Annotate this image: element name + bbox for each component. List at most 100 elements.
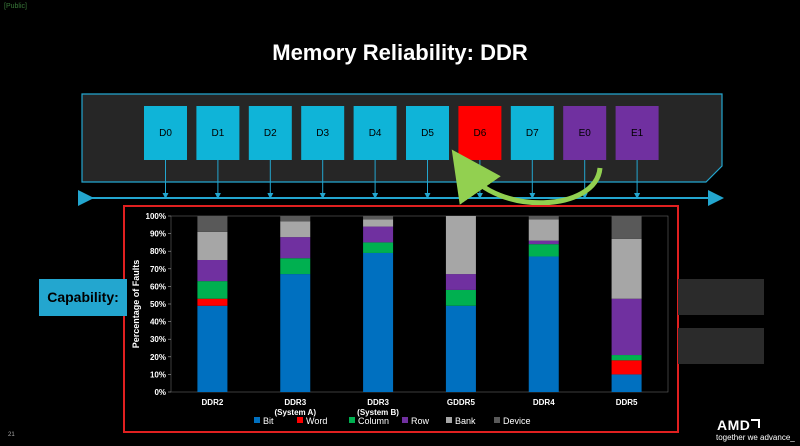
bar-segment-row <box>445 274 476 290</box>
chip-body <box>615 106 659 160</box>
chip-e1: E1 <box>615 106 659 199</box>
error-correction-arrow <box>451 149 603 206</box>
y-tick-label: 90% <box>150 230 166 239</box>
amd-logo: AMD <box>717 417 761 433</box>
bar-segment-bit <box>445 305 476 392</box>
bar-segment-device <box>611 216 642 239</box>
x-category-label: DDR2 <box>202 398 224 407</box>
chip-label: E1 <box>631 128 644 139</box>
chip-body <box>353 106 397 160</box>
chip-label: D0 <box>159 128 172 139</box>
x-category-label: DDR3 <box>284 398 306 407</box>
y-tick-label: 60% <box>150 282 166 291</box>
chip-label: D4 <box>369 128 382 139</box>
y-tick-label: 0% <box>154 388 166 397</box>
chip-d4: D4 <box>353 106 397 199</box>
bar-segment-bank <box>611 238 642 299</box>
chip-d3: D3 <box>301 106 345 199</box>
bar-segment-device <box>197 216 228 232</box>
chip-label: D6 <box>474 128 487 139</box>
chip-d0: D0 <box>144 106 187 199</box>
bar-segment-column <box>280 258 311 275</box>
bar-segment-row <box>363 226 394 243</box>
amd-arrow-icon <box>751 419 761 428</box>
legend-label: Device <box>503 416 531 426</box>
legend-item-bit: Bit <box>254 416 274 426</box>
legend-item-word: Word <box>297 416 327 426</box>
x-category-sublabel: (System B) <box>357 408 399 417</box>
chip-label: D2 <box>264 128 277 139</box>
legend-item-column: Column <box>349 416 389 426</box>
stacked-bars <box>197 216 642 392</box>
legend-swatch <box>297 417 303 423</box>
y-tick-label: 70% <box>150 265 166 274</box>
y-axis-label: Percentage of Faults <box>131 260 141 349</box>
legend-swatch <box>494 417 500 423</box>
bar-segment-device <box>280 216 311 222</box>
x-category-sublabel: (System A) <box>275 408 317 417</box>
y-tick-label: 20% <box>150 353 166 362</box>
legend-item-row: Row <box>402 416 430 426</box>
y-tick-label: 100% <box>146 212 166 221</box>
chip-body <box>301 106 345 160</box>
legend-label: Bank <box>455 416 476 426</box>
chip-d2: D2 <box>248 106 292 199</box>
chip-body <box>248 106 292 160</box>
amd-tagline: together we advance_ <box>716 433 795 442</box>
bar-segment-column <box>528 244 559 257</box>
legend-swatch <box>349 417 355 423</box>
x-category-label: GDDR5 <box>447 398 476 407</box>
bar-segment-bank <box>197 231 228 260</box>
chip-d1: D1 <box>196 106 240 199</box>
legend-item-device: Device <box>494 416 531 426</box>
y-tick-label: 10% <box>150 370 166 379</box>
side-panel-bottom <box>678 328 764 364</box>
legend-label: Word <box>306 416 327 426</box>
chip-body <box>563 106 607 160</box>
chip-d5: D5 <box>406 106 449 199</box>
classification-tag: [Public] <box>4 3 27 10</box>
bar-segment-bit <box>197 305 228 392</box>
slide-title: Memory Reliability: DDR <box>272 40 528 65</box>
chart-legend: Bit Word Column Row Bank Device <box>254 416 531 426</box>
legend-label: Column <box>358 416 389 426</box>
legend-swatch <box>254 417 260 423</box>
bar-segment-column <box>363 242 394 253</box>
y-tick-label: 40% <box>150 318 166 327</box>
bar-segment-bank <box>363 219 394 227</box>
side-panel-top <box>678 279 764 315</box>
bar-segment-bank <box>528 219 559 241</box>
bar-segment-bank <box>280 221 311 238</box>
bar-segment-column <box>611 355 642 361</box>
chip-body <box>196 106 240 160</box>
bar-segment-word <box>611 360 642 375</box>
bar-segment-bank <box>445 216 476 275</box>
chip-body <box>510 106 554 160</box>
bar-segment-row <box>528 240 559 245</box>
legend-label: Bit <box>263 416 274 426</box>
bar-segment-bit <box>363 252 394 392</box>
bar-segment-bit <box>528 256 559 392</box>
chip-label: D7 <box>526 128 539 139</box>
bar-segment-row <box>197 260 228 282</box>
bar-segment-column <box>445 289 476 306</box>
chip-label: D3 <box>316 128 329 139</box>
legend-swatch <box>446 417 452 423</box>
bar-segment-bit <box>280 274 311 392</box>
y-axis-ticks: 0% 10% 20% 30% 40% 50% 60% 70% 80% 90% 100% <box>146 212 171 397</box>
bar-segment-device <box>363 216 394 220</box>
chip-body <box>406 106 449 160</box>
dimm-module-outline <box>81 93 723 183</box>
bar-segment-bit <box>611 374 642 392</box>
bar-segment-column <box>197 281 228 299</box>
bar-segment-row <box>280 237 311 259</box>
memory-chips: D0 D1 D2 D3 D4 D5 D6 D7 E0 E1 <box>144 106 659 199</box>
x-category-label: DDR5 <box>616 398 638 407</box>
slide-number: 21 <box>8 432 15 438</box>
x-category-label: DDR4 <box>533 398 555 407</box>
legend-label: Row <box>411 416 430 426</box>
legend-swatch <box>402 417 408 423</box>
y-tick-label: 80% <box>150 247 166 256</box>
capability-label: Capability: <box>39 279 127 316</box>
